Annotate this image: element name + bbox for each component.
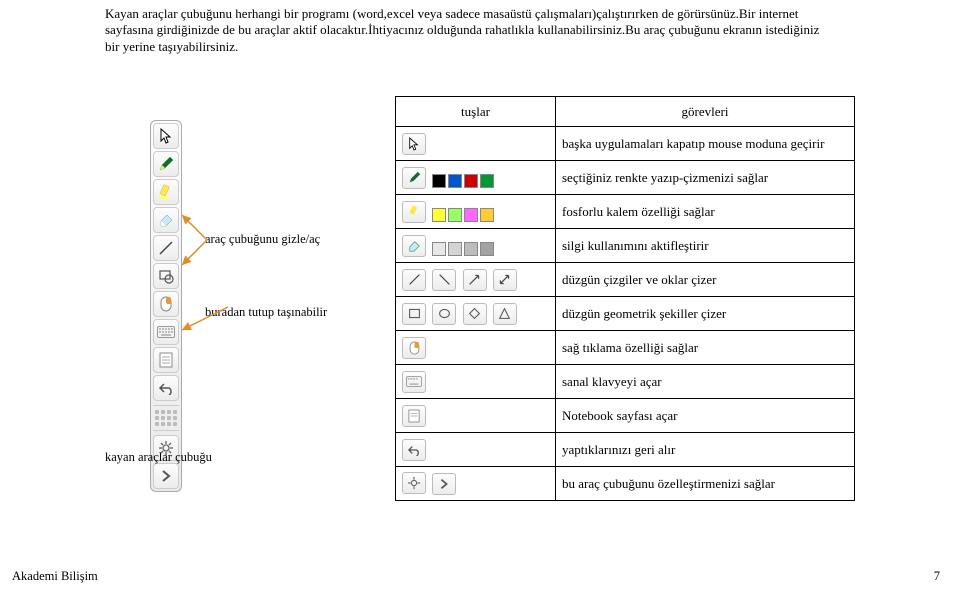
table-row: fosforlu kalem özelliği sağlar: [396, 195, 855, 229]
rightclick-tool[interactable]: [153, 291, 179, 317]
drag-handle[interactable]: [153, 410, 179, 426]
line-icon: [158, 240, 174, 256]
cursor-icon: [402, 133, 426, 155]
table-row: Notebook sayfası açar: [396, 399, 855, 433]
keyboard-icon: [402, 371, 426, 393]
collapse-tool[interactable]: [153, 463, 179, 489]
cursor-tool[interactable]: [153, 123, 179, 149]
notebook-icon: [402, 405, 426, 427]
cursor-icon: [159, 128, 173, 144]
table-row: yaptıklarınızı geri alır: [396, 433, 855, 467]
keyboard-icon: [157, 326, 175, 338]
gear-icon: [402, 472, 426, 494]
pen-tool[interactable]: [153, 151, 179, 177]
keyboard-tool[interactable]: [153, 319, 179, 345]
diamond-icon: [463, 303, 487, 325]
notebook-icon: [159, 352, 173, 368]
mouse-icon: [402, 337, 426, 359]
table-row: sağ tıklama özelliği sağlar: [396, 331, 855, 365]
row-desc: silgi kullanımını aktifleştirir: [556, 229, 855, 263]
undo-tool[interactable]: [153, 375, 179, 401]
toolbar-divider: [153, 430, 179, 431]
intro-text: Kayan araçlar çubuğunu herhangi bir prog…: [105, 6, 825, 55]
row-desc: Notebook sayfası açar: [556, 399, 855, 433]
row-desc: düzgün geometrik şekiller çizer: [556, 297, 855, 331]
table-row: silgi kullanımını aktifleştirir: [396, 229, 855, 263]
arrow-icon: [463, 269, 487, 291]
eraser-swatches: [432, 242, 494, 256]
shape-icon: [158, 268, 174, 284]
triangle-icon: [493, 303, 517, 325]
floating-toolbar: [150, 120, 182, 492]
table-row: sanal klavyeyi açar: [396, 365, 855, 399]
row-desc: sanal klavyeyi açar: [556, 365, 855, 399]
note-label: kayan araçlar çubuğu: [105, 450, 212, 465]
notebook-tool[interactable]: [153, 347, 179, 373]
double-arrow-icon: [493, 269, 517, 291]
row-desc: bu araç çubuğunu özelleştirmenizi sağlar: [556, 467, 855, 501]
eraser-icon: [402, 235, 426, 257]
row-desc: fosforlu kalem özelliği sağlar: [556, 195, 855, 229]
eraser-tool[interactable]: [153, 207, 179, 233]
line-icon: [402, 269, 426, 291]
highlighter-icon: [158, 184, 174, 200]
chevron-right-icon: [159, 469, 173, 483]
row-desc: seçtiğiniz renkte yazıp-çizmenizi sağlar: [556, 161, 855, 195]
undo-icon: [402, 439, 426, 461]
shape-tool[interactable]: [153, 263, 179, 289]
table-row: seçtiğiniz renkte yazıp-çizmenizi sağlar: [396, 161, 855, 195]
chevron-right-icon: [432, 473, 456, 495]
line-tool[interactable]: [153, 235, 179, 261]
ellipse-icon: [432, 303, 456, 325]
row-desc: yaptıklarınızı geri alır: [556, 433, 855, 467]
note-toggle: araç çubuğunu gizle/aç: [205, 232, 320, 247]
mouse-icon: [160, 296, 172, 312]
footer-right: 7: [934, 569, 940, 584]
table-row: başka uygulamaları kapatıp mouse moduna …: [396, 127, 855, 161]
tool-description-table: tuşlar görevleri başka uygulamaları kapa…: [395, 96, 855, 501]
pen-icon: [402, 167, 426, 189]
row-desc: sağ tıklama özelliği sağlar: [556, 331, 855, 365]
highlight-swatches: [432, 208, 494, 222]
highlighter-icon: [402, 201, 426, 223]
undo-icon: [158, 381, 174, 395]
table-head-right: görevleri: [556, 97, 855, 127]
note-drag: buradan tutup taşınabilir: [205, 305, 327, 320]
footer-left: Akademi Bilişim: [12, 569, 98, 584]
pen-icon: [158, 156, 174, 172]
eraser-icon: [158, 213, 174, 227]
toolbar-divider: [153, 405, 179, 406]
row-desc: düzgün çizgiler ve oklar çizer: [556, 263, 855, 297]
row-desc: başka uygulamaları kapatıp mouse moduna …: [556, 127, 855, 161]
table-head-left: tuşlar: [396, 97, 556, 127]
table-row: düzgün geometrik şekiller çizer: [396, 297, 855, 331]
table-row: bu araç çubuğunu özelleştirmenizi sağlar: [396, 467, 855, 501]
diag-line-icon: [432, 269, 456, 291]
highlighter-tool[interactable]: [153, 179, 179, 205]
pen-swatches: [432, 174, 494, 188]
table-row: düzgün çizgiler ve oklar çizer: [396, 263, 855, 297]
rect-icon: [402, 303, 426, 325]
